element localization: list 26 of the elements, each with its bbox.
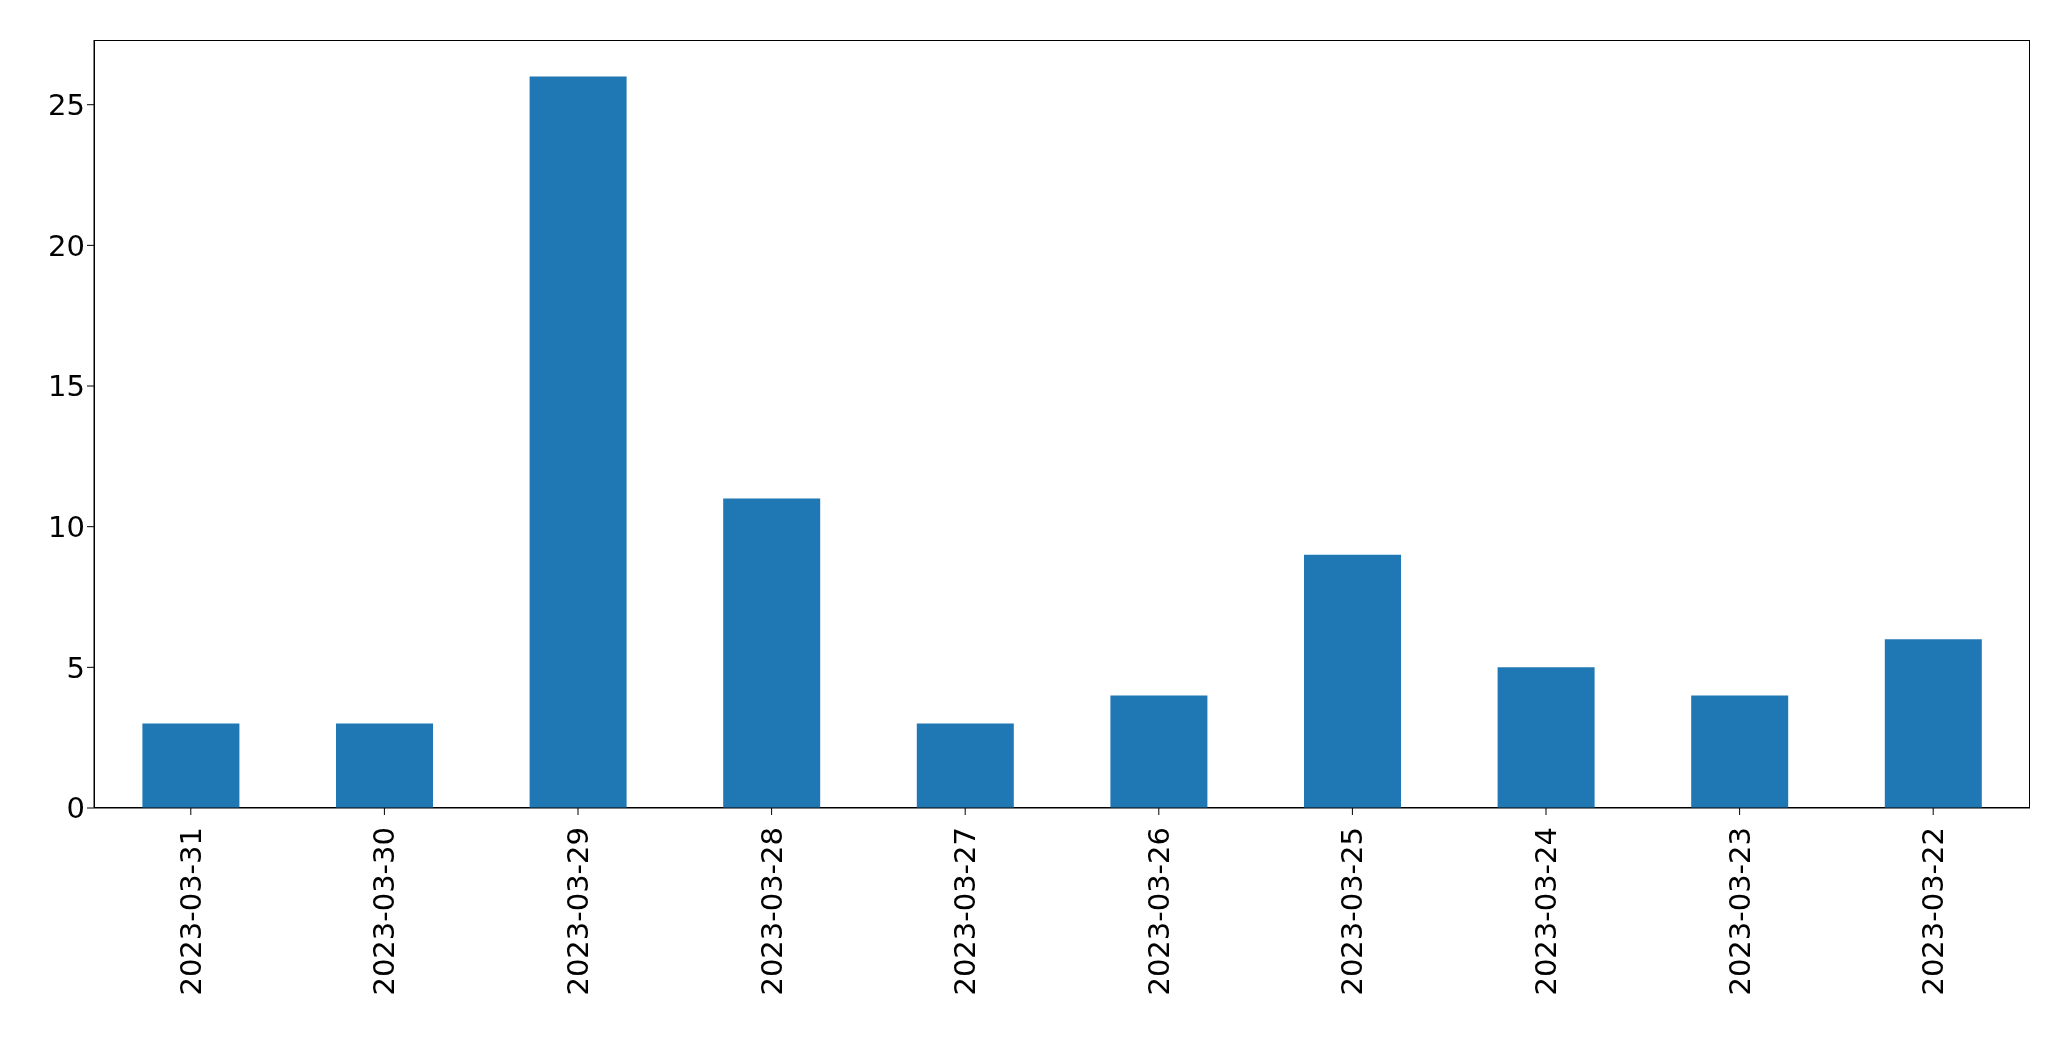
- bar: [723, 498, 821, 808]
- y-tick-label: 20: [48, 228, 85, 263]
- bar: [1884, 639, 1982, 808]
- y-tick-label: 10: [48, 509, 85, 544]
- bar: [142, 723, 240, 808]
- x-tick-label: 2023-03-30: [367, 827, 402, 996]
- x-tick-label: 2023-03-24: [1529, 827, 1563, 996]
- bar: [1691, 695, 1789, 808]
- x-tick-label: 2023-03-23: [1722, 827, 1757, 996]
- y-tick-label: 0: [66, 791, 85, 826]
- x-tick-label: 2023-03-29: [561, 827, 595, 996]
- y-tick-label: 25: [48, 88, 85, 122]
- x-tick-label: 2023-03-25: [1335, 827, 1370, 996]
- bar: [916, 723, 1014, 808]
- x-tick-label: 2023-03-28: [754, 827, 789, 996]
- y-tick-label: 15: [48, 369, 85, 404]
- bar: [1304, 554, 1401, 808]
- bar: [336, 723, 433, 808]
- x-tick-label: 2023-03-26: [1141, 827, 1176, 996]
- x-tick-label: 2023-03-27: [948, 827, 983, 996]
- bar: [1110, 695, 1208, 808]
- y-tick-label: 5: [66, 650, 85, 685]
- x-tick-label: 2023-03-31: [173, 827, 208, 996]
- x-tick-label: 2023-03-22: [1916, 827, 1951, 996]
- bar: [529, 76, 627, 808]
- bar: [1497, 667, 1595, 808]
